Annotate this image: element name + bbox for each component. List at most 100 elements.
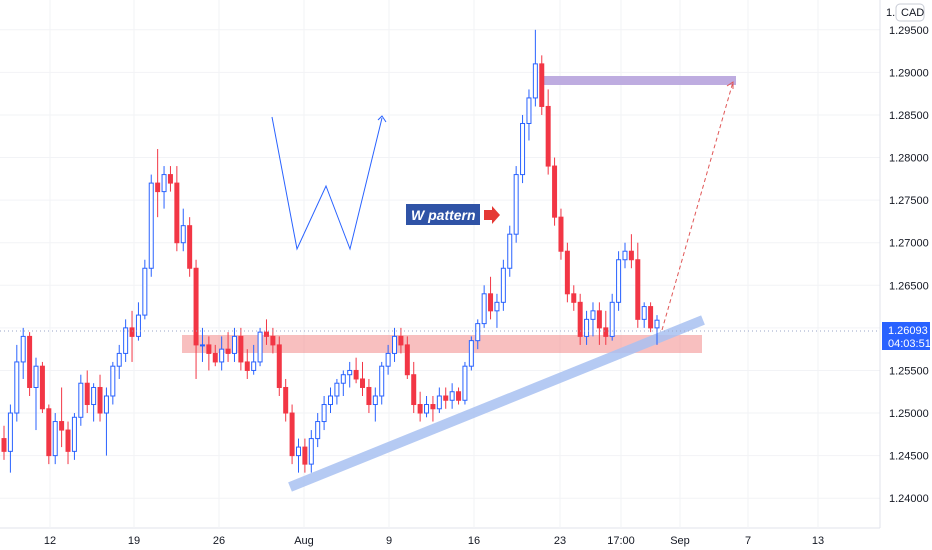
candle-body (648, 306, 654, 329)
candle-body (123, 327, 129, 354)
candle-body (334, 382, 340, 397)
candle-body (616, 259, 622, 303)
candle-body (532, 63, 538, 99)
candle-body (577, 301, 583, 337)
price-tick-label: 1.24000 (889, 493, 929, 505)
candle-body (116, 352, 122, 367)
support-zone (182, 335, 702, 353)
candle-body (103, 395, 109, 414)
candle-body (238, 335, 244, 363)
candle-body (507, 233, 513, 269)
candle-body (7, 412, 13, 452)
candle-body (411, 374, 417, 406)
w-pattern-drawing (271, 116, 383, 251)
candle-body (225, 348, 231, 354)
target-zone (544, 76, 736, 85)
candle-body (641, 306, 647, 320)
candle-body (14, 361, 20, 414)
candle-body (340, 374, 346, 384)
candle-body (206, 344, 212, 354)
candle-body (142, 267, 148, 316)
candle-body (635, 259, 641, 320)
price-tick-label: 1.25500 (889, 365, 929, 377)
candle-body (456, 391, 462, 401)
candle-body (353, 369, 359, 380)
time-tick-label: 7 (745, 535, 751, 547)
candle-body (289, 412, 295, 457)
w-pattern-label: W pattern (406, 204, 500, 225)
candle-body (328, 395, 333, 406)
grid (0, 0, 880, 529)
candle-body (379, 365, 385, 397)
candle-body (78, 382, 84, 418)
time-tick-label: 23 (554, 535, 566, 547)
candle-body (39, 365, 45, 410)
time-tick-label: 19 (128, 535, 140, 547)
time-tick-label: 16 (468, 535, 480, 547)
countdown-value: 04:03:51 (888, 338, 931, 350)
candle-body (417, 404, 423, 414)
price-tick-label: 1.29500 (889, 25, 929, 37)
candle-body (571, 293, 577, 303)
candle-body (251, 361, 257, 371)
candle-body (392, 335, 398, 354)
price-tick-label: 1.26500 (889, 280, 929, 292)
candle-body (27, 335, 33, 388)
candle-body (65, 429, 71, 452)
candle-body (135, 314, 141, 337)
candle-body (520, 122, 526, 176)
candle-body (385, 352, 391, 367)
candle-body (59, 421, 65, 431)
price-tick-label: 1.29000 (889, 67, 929, 79)
price-axis[interactable]: 1.240001.245001.250001.255001.260001.265… (879, 0, 929, 528)
candle-body (558, 216, 564, 252)
candle-body (295, 446, 301, 457)
candle-body (468, 340, 474, 367)
candle-body (161, 174, 167, 193)
candle-body (430, 404, 436, 410)
candle-body (564, 250, 570, 295)
candle-body (276, 344, 282, 388)
candle-body (193, 267, 199, 346)
candle-body (155, 182, 161, 193)
candle-body (609, 301, 615, 337)
currency-prefix: 1. (886, 7, 895, 19)
candle-body (91, 386, 97, 406)
candle-body (46, 408, 52, 457)
currency-badge[interactable]: 1. CAD (886, 3, 925, 22)
w-arrowhead (377, 115, 387, 123)
candle-body (603, 327, 609, 337)
candle-body (622, 250, 628, 261)
candle-body (513, 174, 519, 235)
candle-body (244, 361, 250, 371)
time-tick-label: Aug (294, 535, 314, 547)
candle-body (283, 386, 289, 414)
last-price-tag: 1.26093 04:03:51 (882, 322, 931, 350)
candle-body (33, 365, 39, 388)
candle-body (167, 174, 173, 184)
price-tick-label: 1.27000 (889, 238, 929, 250)
candle-body (526, 97, 532, 124)
candle-body (187, 225, 193, 269)
candle-body (1, 438, 7, 452)
candle-body (20, 335, 26, 363)
candle-body (219, 348, 225, 363)
candle-body (347, 369, 353, 376)
candle-body (71, 416, 77, 452)
currency-code: CAD (901, 7, 924, 19)
candle-body (545, 105, 551, 167)
time-tick-label: 9 (386, 535, 392, 547)
time-tick-label: Sep (670, 535, 690, 547)
candle-body (199, 344, 205, 347)
candle-body (596, 310, 602, 329)
candle-body (257, 331, 263, 363)
candle-body (321, 404, 327, 423)
time-axis[interactable]: 12 19 26 Aug 9 16 23 17:00 Sep 7 13 (44, 535, 824, 547)
price-tick-label: 1.28000 (889, 153, 929, 165)
candle-body (97, 386, 103, 414)
time-tick-label: 13 (812, 535, 824, 547)
candle-body (52, 421, 58, 457)
candle-body (481, 293, 487, 325)
candle-body (174, 182, 180, 244)
